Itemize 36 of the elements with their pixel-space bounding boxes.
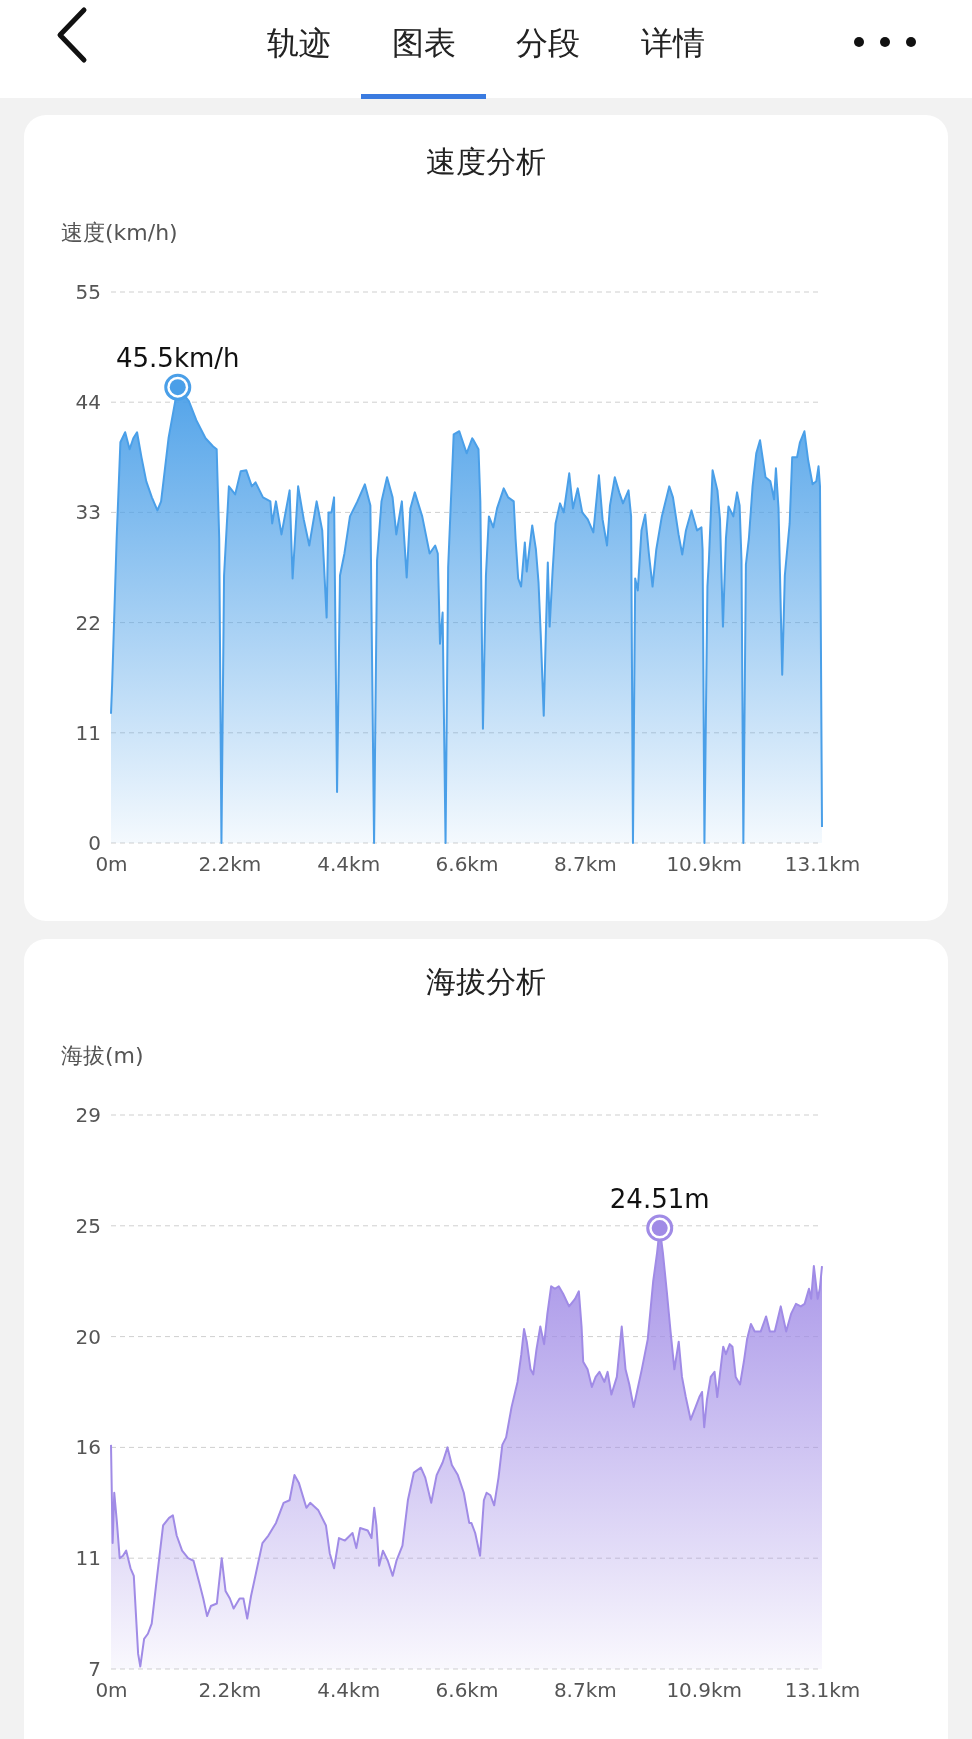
x-tick-label: 4.4km [317,1678,381,1703]
x-tick-label: 4.4km [317,852,381,877]
x-tick-label: 2.2km [198,852,262,877]
chart-title: 海拔分析 [426,964,546,999]
y-tick-label: 22 [75,610,101,635]
y-tick-label: 11 [75,720,101,745]
x-tick-label: 6.6km [435,852,499,877]
x-tick-label: 6.6km [435,1678,499,1703]
x-tick-label: 0m [95,852,128,877]
y-tick-label: 7 [88,1656,101,1681]
text: 图表 [392,24,456,62]
x-tick-label: 10.9km [666,852,742,877]
y-axis-title: 速度(km/h) [61,220,178,245]
y-tick-label: 16 [75,1435,101,1460]
x-tick-label: 2.2km [198,1678,262,1703]
y-tick-label: 25 [75,1213,101,1238]
x-tick-label: 8.7km [553,1678,617,1703]
text: 分段 [516,24,580,62]
x-tick-label: 10.9km [666,1678,742,1703]
annotation: 45.5km/h [116,343,240,374]
x-tick-label: 0m [95,1678,128,1703]
y-tick-label: 33 [75,500,101,525]
x-tick-label: 8.7km [553,852,617,877]
text: 详情 [641,24,705,62]
y-tick-label: 11 [75,1546,101,1571]
annotation: 24.51m [609,1184,710,1215]
text: 轨迹 [267,24,331,62]
y-tick-label: 20 [75,1324,101,1349]
y-axis-title: 海拔(m) [61,1043,144,1068]
chart-title: 速度分析 [426,144,546,179]
y-tick-label: 55 [75,279,101,304]
y-tick-label: 44 [75,390,101,415]
x-tick-label: 13.1km [784,852,861,877]
x-tick-label: 13.1km [784,1678,861,1703]
y-tick-label: 29 [75,1102,101,1127]
y-tick-label: 0 [88,830,101,855]
